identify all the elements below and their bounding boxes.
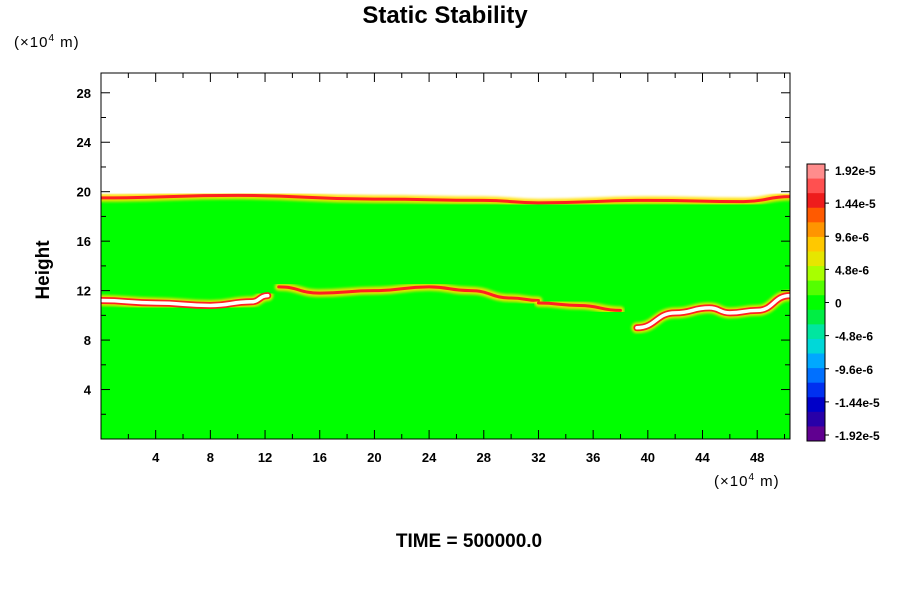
y-tick-label: 8 — [84, 333, 91, 348]
colorbar-swatch — [807, 164, 825, 180]
colorbar-label: -1.92e-5 — [835, 429, 880, 443]
y-tick-label: 16 — [77, 234, 91, 249]
time-footer: TIME = 500000.0 — [395, 531, 543, 552]
y-tick-label: 24 — [77, 135, 92, 150]
colorbar-label: 1.44e-5 — [835, 197, 876, 211]
stability-field — [101, 191, 790, 439]
neutral-region — [101, 195, 790, 439]
y-tick-label: 12 — [77, 284, 91, 299]
top-edge-core — [101, 193, 790, 205]
colorbar-swatch — [807, 411, 825, 427]
colorbar-label: 9.6e-6 — [835, 230, 869, 244]
mid-stable-band-2-core — [536, 301, 622, 312]
colorbar-swatch — [807, 251, 825, 267]
upper-right-layer — [631, 290, 790, 334]
y-tick-label: 20 — [77, 185, 91, 200]
mid-stable-band-1-core — [277, 285, 540, 303]
tropopause-layer-peak — [101, 293, 270, 308]
x-axis-unit: (×104 m) — [714, 472, 780, 490]
upper-right-layer-peak — [635, 293, 790, 330]
colorbar-swatch — [807, 338, 825, 355]
x-tick-label: 8 — [207, 450, 214, 465]
colorbar-swatch — [807, 353, 825, 369]
x-tick-label: 20 — [367, 450, 381, 465]
colorbar-swatch — [807, 266, 825, 282]
y-axis-unit: (×104 m) — [14, 33, 80, 51]
colorbar-label: 0 — [835, 297, 842, 311]
colorbar-label: -9.6e-6 — [835, 363, 873, 377]
colorbar-swatch — [807, 207, 825, 223]
colorbar-swatch — [807, 178, 825, 194]
mid-stable-band-2 — [534, 298, 625, 315]
x-tick-label: 32 — [531, 450, 545, 465]
x-tick-label: 48 — [750, 450, 764, 465]
colorbar-label: -4.8e-6 — [835, 330, 873, 344]
colorbar-swatch — [807, 426, 825, 442]
colorbar-label: -1.44e-5 — [835, 396, 880, 410]
x-tick-label: 16 — [312, 450, 326, 465]
colorbar-swatch — [807, 193, 825, 209]
colorbar-swatch — [807, 309, 825, 325]
top-edge — [101, 191, 790, 207]
colorbar-label: 4.8e-6 — [835, 263, 869, 277]
x-tick-label: 40 — [641, 450, 655, 465]
colorbar-swatch — [807, 280, 825, 296]
x-tick-label: 36 — [586, 450, 600, 465]
x-tick-label: 24 — [422, 450, 437, 465]
plot-frame — [100, 72, 791, 440]
y-tick-label: 4 — [84, 383, 92, 398]
x-tick-label: 4 — [152, 450, 160, 465]
colorbar-swatch — [807, 295, 825, 311]
tropopause-layer — [101, 290, 274, 311]
x-tick-label: 44 — [695, 450, 710, 465]
colorbar-swatch — [807, 324, 825, 340]
colorbar-label: 1.92e-5 — [835, 164, 876, 178]
x-tick-label: 28 — [477, 450, 491, 465]
colorbar: 1.92e-5 1.44e-5 9.6e-6 4.8e-6 0 -4.8e-6 -9.6e-… — [806, 163, 880, 443]
x-tick-label: 12 — [258, 450, 272, 465]
colorbar-swatch — [807, 236, 825, 252]
colorbar-swatch — [807, 382, 825, 398]
y-tick-label: 28 — [77, 86, 91, 101]
colorbar-swatch — [807, 222, 825, 238]
colorbar-swatch — [807, 397, 825, 413]
mid-stable-band-1 — [274, 282, 543, 305]
chart-title: Static Stability — [362, 2, 528, 29]
colorbar-swatch — [807, 368, 825, 384]
